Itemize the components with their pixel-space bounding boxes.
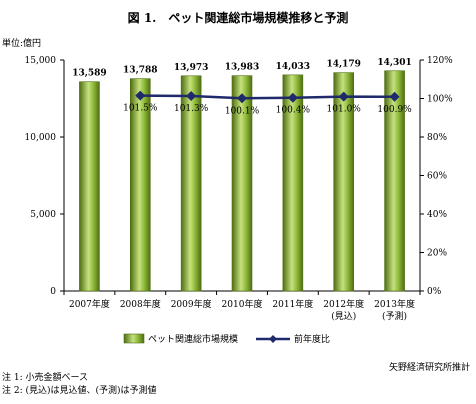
bar-value-label: 13,983: [225, 63, 259, 73]
x-tick-label: 2013年度: [374, 298, 415, 310]
bar: [129, 78, 151, 292]
bar: [384, 70, 405, 292]
source-credit: 矢野経済研究所推計: [388, 363, 470, 373]
line-series: [140, 94, 395, 100]
note-1: 注 1: 小売金額ベース: [2, 373, 89, 383]
y-left-tick-label: 0: [50, 287, 56, 297]
y-right-tick-label: 120%: [427, 56, 453, 66]
line-value-label: 100.9%: [377, 105, 412, 115]
bar-value-label: 13,589: [72, 69, 106, 79]
bar: [180, 75, 202, 292]
line-point: [338, 91, 349, 102]
x-tick-label: 2008年度: [120, 298, 161, 310]
line-value-label: 100.1%: [225, 106, 260, 116]
bar-value-label: 14,301: [377, 58, 411, 68]
bar-value-label: 13,788: [123, 66, 157, 76]
line-value-label: 101.3%: [174, 104, 209, 114]
unit-label: 単位:億円: [2, 37, 41, 49]
x-tick-label: 2012年度: [323, 298, 364, 310]
bar: [79, 81, 100, 292]
bar-value-label: 13,973: [174, 63, 208, 73]
x-tick-label: 2010年度: [222, 298, 263, 310]
bar: [333, 72, 355, 292]
legend-bar-label: ペット関連総市場規模: [148, 333, 238, 345]
x-tick-label: 2011年度: [272, 298, 313, 310]
legend-bar-swatch: [123, 333, 145, 344]
line-point: [135, 90, 146, 101]
x-tick-label: 2009年度: [171, 298, 212, 310]
bar-value-label: 14,033: [276, 62, 310, 72]
legend-line-marker: [269, 335, 277, 343]
y-right-tick-label: 0%: [427, 287, 442, 297]
x-tick-sublabel: (見込): [331, 311, 356, 322]
line-point: [186, 90, 197, 101]
y-left-tick-label: 5,000: [30, 210, 56, 220]
y-right-tick-label: 20%: [427, 249, 447, 259]
y-left-tick-label: 10,000: [25, 133, 57, 143]
line-value-label: 101.0%: [327, 105, 362, 115]
bar: [282, 74, 304, 292]
line-point: [287, 92, 298, 103]
x-tick-sublabel: (予測): [382, 310, 407, 322]
line-value-label: 101.5%: [123, 104, 158, 114]
line-value-label: 100.4%: [276, 106, 311, 116]
line-point: [389, 91, 400, 102]
legend-line-label: 前年度比: [294, 333, 330, 345]
chart-title: 図 1. ペット関連総市場規模推移と予測: [128, 10, 349, 25]
x-tick-label: 2007年度: [69, 298, 110, 310]
y-right-tick-label: 40%: [427, 210, 447, 220]
y-right-tick-label: 100%: [427, 95, 453, 105]
bar: [231, 75, 253, 292]
bar-value-label: 14,179: [326, 60, 360, 70]
line-point: [237, 93, 247, 104]
y-left-tick-label: 15,000: [25, 56, 57, 66]
note-2: 注 2: (見込)は見込値、(予測)は予測値: [2, 386, 157, 396]
y-right-tick-label: 80%: [427, 133, 447, 143]
y-right-tick-label: 60%: [427, 172, 447, 182]
